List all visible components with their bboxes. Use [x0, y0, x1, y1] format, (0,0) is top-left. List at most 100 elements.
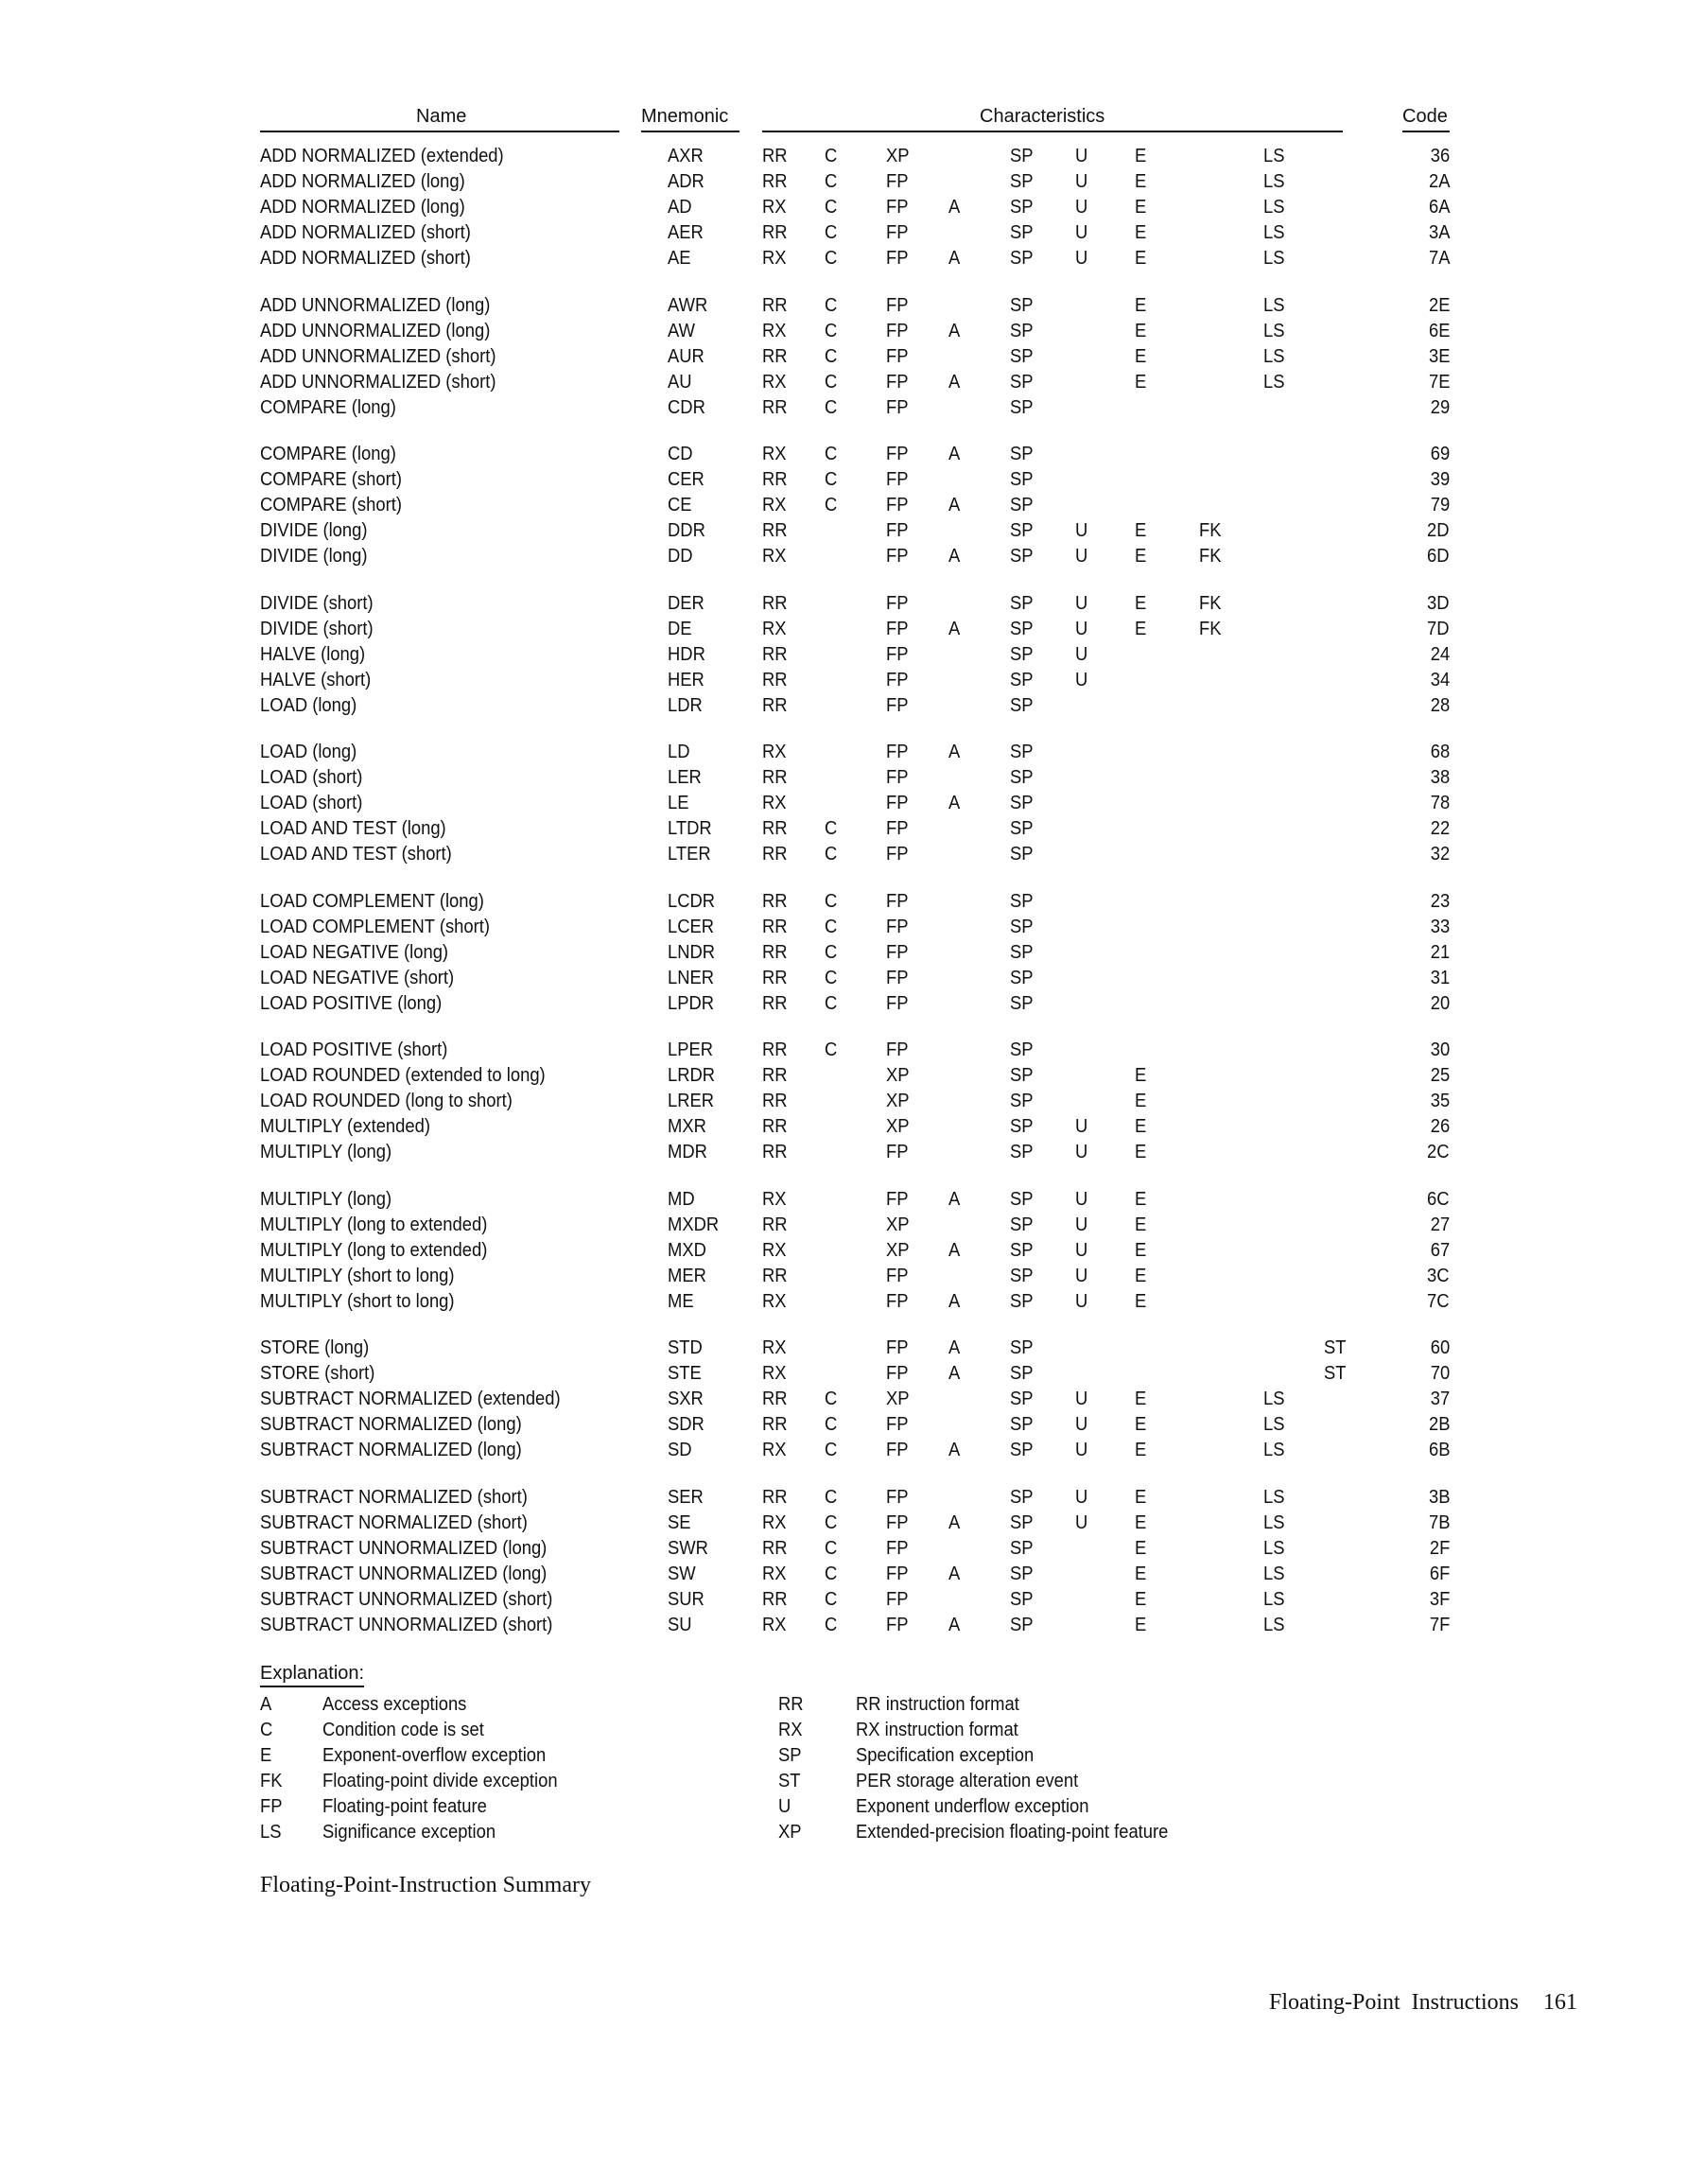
- cell-specification: SP: [1010, 1440, 1034, 1461]
- legend-text: RR instruction format: [856, 1694, 1019, 1715]
- cell-specification: SP: [1010, 1588, 1034, 1610]
- legend-code: E: [260, 1745, 272, 1766]
- cell-specification: SP: [1010, 742, 1034, 762]
- cell-name: LOAD ROUNDED (long to short): [260, 1091, 513, 1112]
- cell-code: 39: [1430, 469, 1450, 491]
- cell-feature: FP: [886, 345, 909, 367]
- figure-caption: Floating-Point-Instruction Summary: [260, 1873, 591, 1897]
- cell-format: RR: [762, 1414, 788, 1436]
- cell-specification: SP: [1010, 1265, 1034, 1286]
- cell-feature: FP: [886, 1563, 909, 1584]
- cell-format: RX: [762, 1239, 787, 1261]
- cell-name: COMPARE (long): [260, 396, 396, 418]
- cell-code: 22: [1430, 818, 1450, 840]
- cell-underflow: U: [1075, 1188, 1088, 1210]
- cell-format: RX: [762, 371, 787, 393]
- cell-code: 2D: [1427, 520, 1450, 542]
- cell-access: A: [948, 197, 961, 218]
- cell-mnemonic: HDR: [668, 643, 705, 665]
- cell-code: 26: [1430, 1116, 1450, 1138]
- cell-significance: LS: [1263, 171, 1285, 193]
- cell-format: RR: [762, 967, 788, 988]
- cell-specification: SP: [1010, 916, 1034, 937]
- cell-feature: FP: [886, 294, 909, 316]
- cell-mnemonic: HER: [668, 669, 704, 690]
- cell-name: HALVE (long): [260, 643, 366, 665]
- cell-feature: FP: [886, 618, 909, 639]
- cell-specification: SP: [1010, 197, 1034, 218]
- cell-name: LOAD COMPLEMENT (long): [260, 890, 484, 912]
- cell-access: A: [948, 1615, 961, 1635]
- cell-code: 3E: [1428, 345, 1450, 367]
- legend-text: PER storage alteration event: [856, 1771, 1079, 1791]
- cell-mnemonic: MD: [668, 1188, 695, 1210]
- cell-mnemonic: DDR: [668, 520, 705, 542]
- cell-divide: FK: [1199, 592, 1222, 614]
- cell-name: DIVIDE (short): [260, 592, 374, 614]
- cell-name: SUBTRACT NORMALIZED (long): [260, 1440, 522, 1461]
- cell-significance: LS: [1263, 1588, 1285, 1610]
- cell-code: 6A: [1428, 197, 1450, 218]
- cell-significance: LS: [1263, 1537, 1285, 1559]
- cell-mnemonic: AXR: [668, 146, 704, 166]
- cell-significance: LS: [1263, 197, 1285, 218]
- cell-feature: XP: [886, 1389, 910, 1410]
- cell-code: 70: [1430, 1363, 1450, 1385]
- cell-format: RX: [762, 618, 787, 639]
- cell-access: A: [948, 495, 961, 516]
- cell-format: RR: [762, 1588, 788, 1610]
- cell-code: 30: [1430, 1040, 1450, 1060]
- cell-condition-code: C: [825, 1588, 838, 1610]
- cell-divide: FK: [1199, 546, 1222, 568]
- cell-name: MULTIPLY (short to long): [260, 1290, 455, 1312]
- cell-underflow: U: [1075, 669, 1088, 690]
- cell-mnemonic: SD: [668, 1440, 692, 1461]
- cell-feature: FP: [886, 469, 909, 491]
- cell-overflow: E: [1135, 1440, 1147, 1461]
- cell-underflow: U: [1075, 1440, 1088, 1461]
- cell-specification: SP: [1010, 294, 1034, 316]
- cell-specification: SP: [1010, 1116, 1034, 1138]
- cell-code: 27: [1430, 1214, 1450, 1235]
- cell-underflow: U: [1075, 1116, 1088, 1138]
- cell-mnemonic: LER: [668, 767, 702, 789]
- cell-mnemonic: DER: [668, 592, 704, 614]
- cell-condition-code: C: [825, 396, 838, 418]
- cell-feature: FP: [886, 371, 909, 393]
- cell-name: MULTIPLY (long to extended): [260, 1214, 488, 1235]
- cell-mnemonic: LNER: [668, 967, 715, 988]
- cell-name: SUBTRACT NORMALIZED (short): [260, 1511, 528, 1533]
- cell-access: A: [948, 1188, 961, 1210]
- cell-format: RR: [762, 1142, 788, 1163]
- cell-feature: FP: [886, 520, 909, 542]
- cell-format: RR: [762, 1537, 788, 1559]
- cell-significance: LS: [1263, 1615, 1285, 1635]
- cell-condition-code: C: [825, 1414, 838, 1436]
- cell-format: RR: [762, 941, 788, 963]
- cell-code: 2B: [1428, 1414, 1450, 1436]
- cell-feature: FP: [886, 694, 909, 716]
- cell-code: 32: [1430, 844, 1450, 865]
- cell-code: 79: [1430, 495, 1450, 516]
- cell-feature: FP: [886, 1537, 909, 1559]
- cell-name: ADD NORMALIZED (extended): [260, 146, 504, 166]
- cell-name: STORE (short): [260, 1363, 375, 1385]
- cell-code: 6D: [1427, 546, 1450, 568]
- cell-format: RX: [762, 444, 787, 464]
- explanation-title: Explanation:: [260, 1663, 365, 1687]
- cell-overflow: E: [1135, 546, 1147, 568]
- cell-specification: SP: [1010, 444, 1034, 464]
- cell-mnemonic: AE: [668, 248, 691, 270]
- cell-overflow: E: [1135, 294, 1147, 316]
- cell-mnemonic: STE: [668, 1363, 702, 1385]
- cell-specification: SP: [1010, 520, 1034, 542]
- cell-mnemonic: DD: [668, 546, 693, 568]
- cell-format: RR: [762, 592, 788, 614]
- legend-text: Condition code is set: [322, 1720, 484, 1740]
- cell-feature: FP: [886, 1588, 909, 1610]
- cell-format: RX: [762, 1511, 787, 1533]
- cell-specification: SP: [1010, 1389, 1034, 1410]
- cell-specification: SP: [1010, 1486, 1034, 1508]
- cell-format: RR: [762, 643, 788, 665]
- cell-code: 67: [1430, 1239, 1450, 1261]
